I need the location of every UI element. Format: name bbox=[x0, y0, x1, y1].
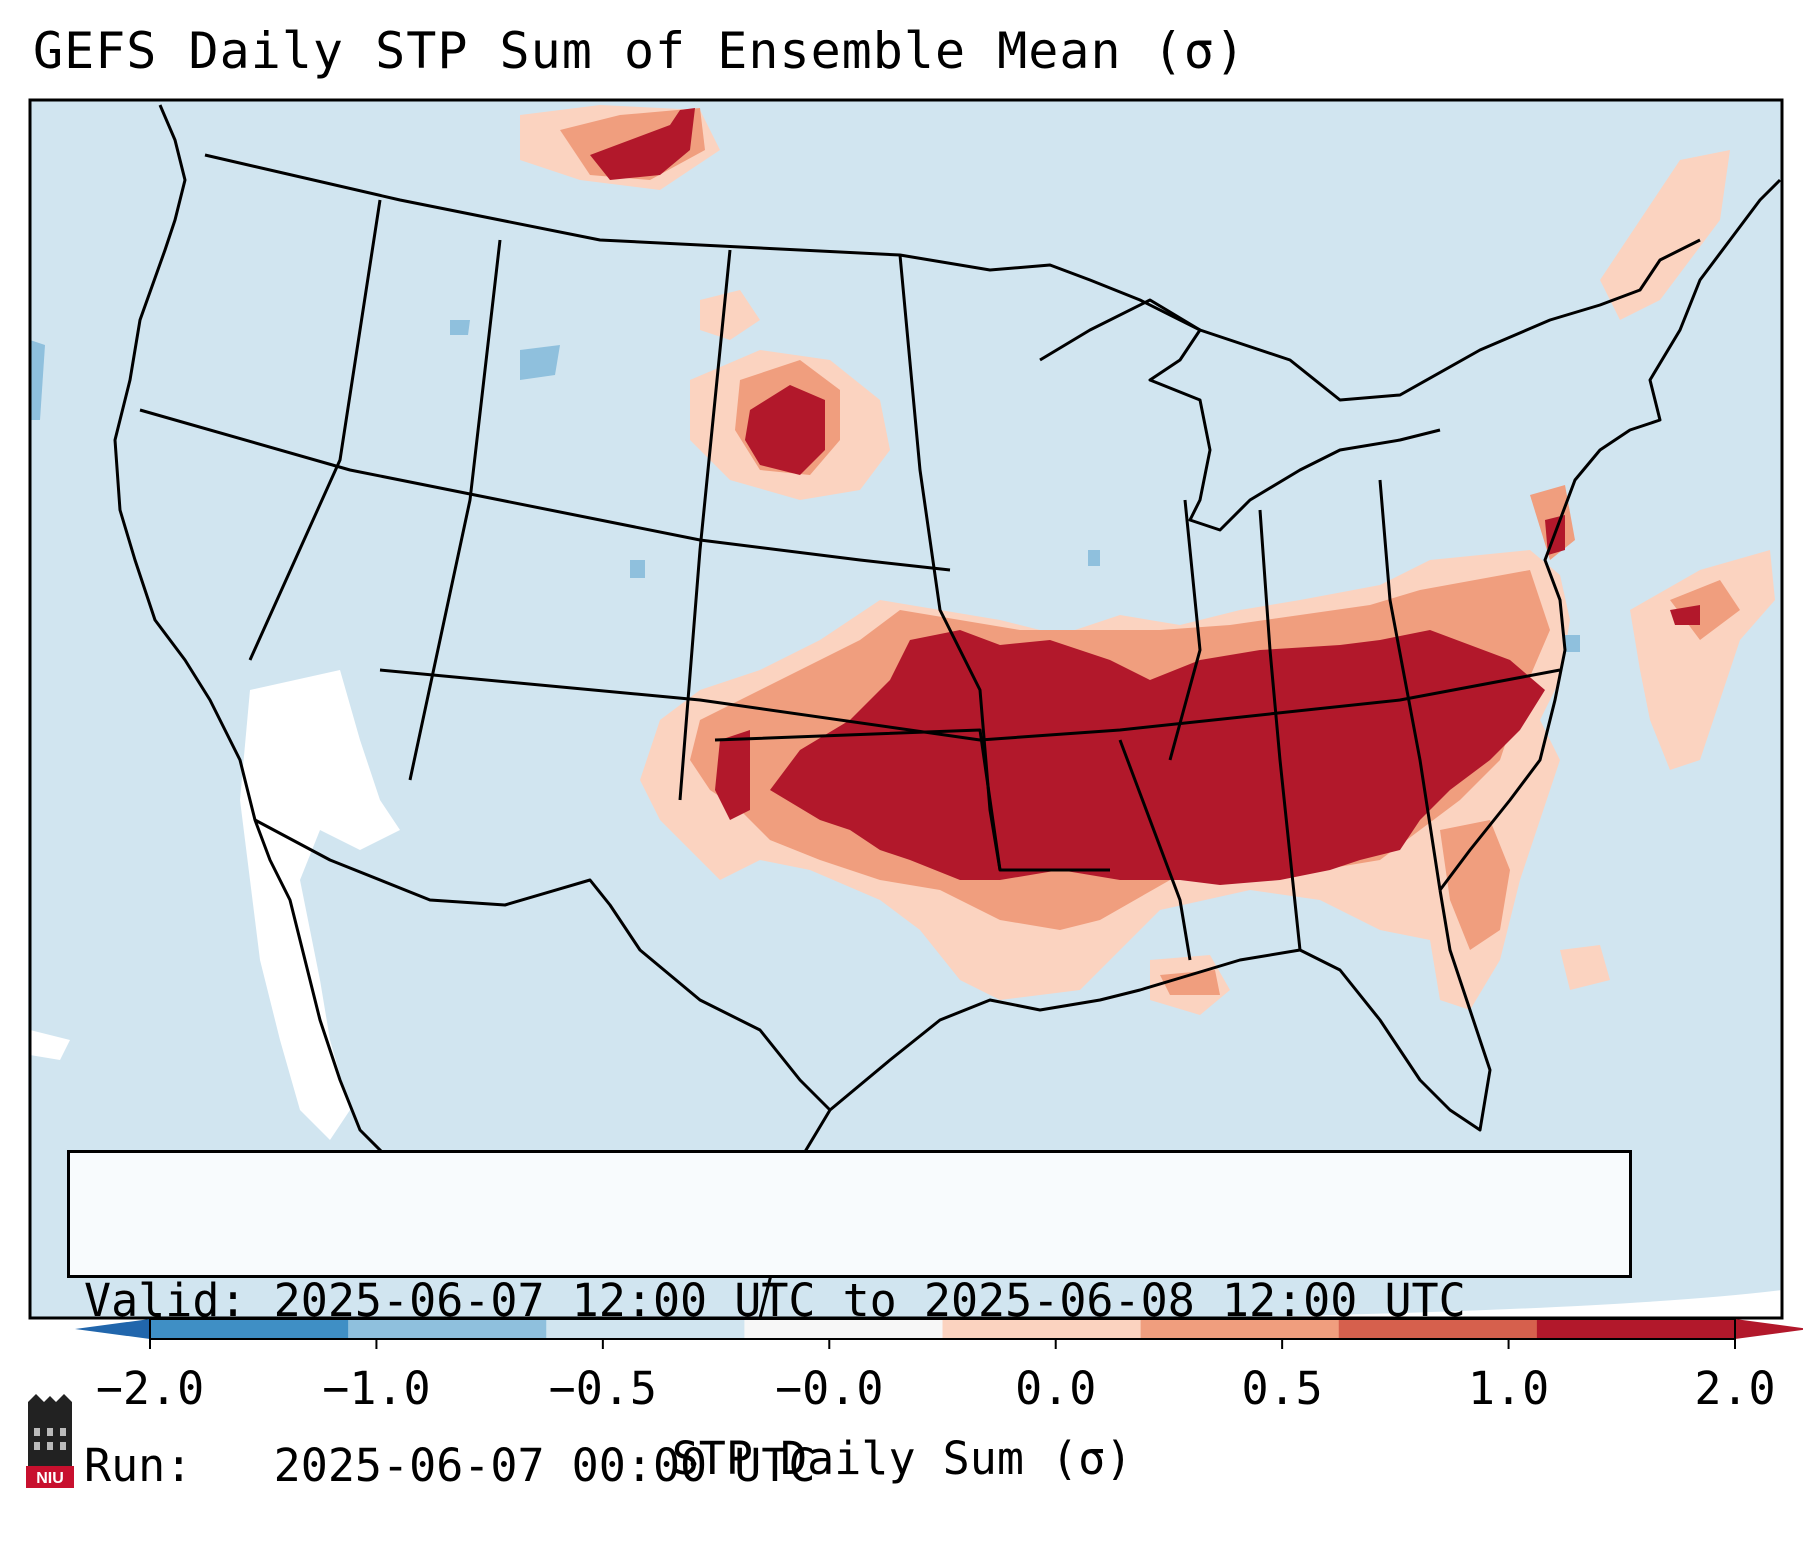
colorbar-segment bbox=[1536, 1319, 1736, 1339]
strong-alberta bbox=[590, 108, 695, 180]
colorbar-tick-label: −2.0 bbox=[95, 1362, 205, 1415]
gulf-coastline bbox=[758, 889, 1492, 1319]
valid-label: Valid: bbox=[84, 1274, 247, 1327]
colorbar-tick-label: 0.0 bbox=[1015, 1362, 1097, 1415]
state-border-4 bbox=[678, 249, 732, 801]
run-label: Run: bbox=[84, 1439, 193, 1492]
blue-colorado bbox=[630, 560, 645, 578]
blue-wyoming bbox=[520, 345, 560, 380]
state-border-2 bbox=[248, 199, 382, 661]
light-montana bbox=[700, 290, 760, 340]
colorbar-extend-high bbox=[1735, 1319, 1803, 1339]
blue-pacific-edge bbox=[30, 340, 45, 420]
stp-anomaly-near-zero-negative bbox=[30, 670, 400, 1140]
light-gulf-2 bbox=[1560, 945, 1610, 990]
stp-anomaly-weak-negative bbox=[30, 320, 1580, 652]
state-border-7 bbox=[714, 728, 1110, 872]
colorbar-segment bbox=[348, 1319, 547, 1339]
niu-logo-text: NIU bbox=[36, 1470, 64, 1487]
colorbar-segment bbox=[150, 1319, 349, 1339]
colorbar-tick-label: −0.5 bbox=[548, 1362, 658, 1415]
colorbar-segment bbox=[744, 1319, 943, 1339]
colorbar-segment bbox=[1140, 1319, 1340, 1339]
medium-carolina-coast bbox=[1440, 820, 1510, 950]
colorbar-tick-marks bbox=[149, 1339, 1736, 1349]
colorbar-segment bbox=[942, 1319, 1142, 1339]
pacific-coastline bbox=[113, 104, 392, 1162]
map-boundaries bbox=[113, 104, 1782, 1319]
colorbar-outline bbox=[149, 1318, 1736, 1340]
colorbar bbox=[75, 1318, 1803, 1349]
valid-run-info-box: Valid: 2025-06-07 12:00 UTC to 2025-06-0… bbox=[67, 1150, 1632, 1492]
light-atlantic bbox=[1630, 550, 1775, 770]
colorbar-label: STP Daily Sum (σ) bbox=[671, 1432, 1133, 1485]
valid-row: Valid: 2025-06-07 12:00 UTC to 2025-06-0… bbox=[84, 1273, 1629, 1328]
colorbar-tick-label: 2.0 bbox=[1694, 1362, 1776, 1415]
medium-gulf bbox=[1160, 970, 1220, 995]
colorbar-tick-label: 1.0 bbox=[1467, 1362, 1550, 1415]
colorbar-tick-label: −0.0 bbox=[775, 1362, 884, 1415]
stp-anomaly-strong bbox=[590, 108, 1700, 885]
niu-logo: NIU bbox=[26, 1394, 74, 1488]
colorbar-segment bbox=[1338, 1319, 1538, 1339]
white-pacific bbox=[30, 1030, 70, 1060]
state-border-11 bbox=[1378, 479, 1442, 891]
state-border-9 bbox=[1168, 499, 1202, 761]
state-border-10 bbox=[1258, 509, 1302, 951]
map-title: GEFS Daily STP Sum of Ensemble Mean (σ) bbox=[33, 22, 1246, 80]
blue-idaho bbox=[450, 320, 470, 335]
medium-atlantic bbox=[1670, 580, 1740, 640]
strong-new-mexico bbox=[715, 730, 750, 820]
strong-south-dakota bbox=[745, 385, 825, 475]
light-new-england bbox=[1600, 150, 1730, 320]
blue-atlantic bbox=[1565, 635, 1580, 652]
colorbar-segment bbox=[546, 1319, 745, 1339]
colorbar-tick-label: −1.0 bbox=[322, 1362, 431, 1415]
map-figure bbox=[28, 98, 1803, 1349]
state-border-8 bbox=[1118, 739, 1192, 961]
great-lakes bbox=[1039, 298, 1441, 532]
run-value: 2025-06-07 00:00 UTC bbox=[273, 1439, 816, 1492]
colorbar-extend-low bbox=[75, 1319, 150, 1339]
colorbar-segments bbox=[150, 1319, 1736, 1339]
atlantic-coastline bbox=[1438, 178, 1782, 891]
strong-plains-southeast bbox=[770, 630, 1545, 885]
valid-value: 2025-06-07 12:00 UTC to 2025-06-08 12:00… bbox=[273, 1274, 1466, 1327]
strong-atlantic bbox=[1670, 605, 1700, 625]
state-border-3 bbox=[408, 239, 502, 781]
run-row: Run: 2025-06-07 00:00 UTC bbox=[84, 1438, 1629, 1493]
blue-mississippi bbox=[1088, 550, 1100, 566]
white-baja-mexico bbox=[240, 670, 400, 1140]
state-border-6 bbox=[379, 668, 1561, 742]
us-mexico-border bbox=[254, 818, 832, 1112]
colorbar-tick-label: 0.5 bbox=[1241, 1362, 1323, 1415]
state-border-1 bbox=[139, 408, 951, 572]
